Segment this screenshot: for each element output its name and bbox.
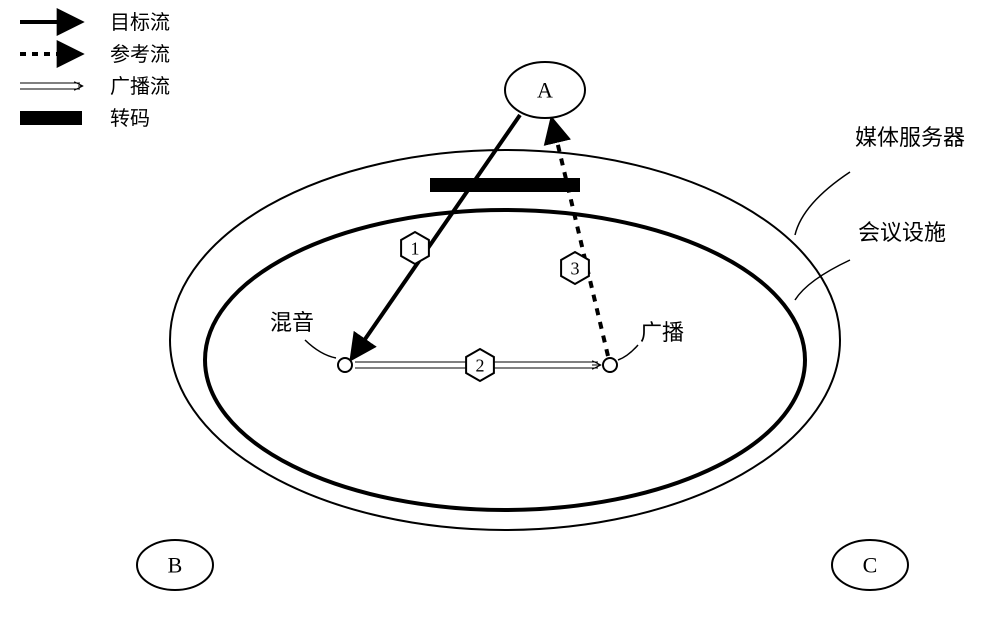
legend: 目标流参考流广播流转码 bbox=[20, 11, 170, 130]
diagram-canvas: 目标流参考流广播流转码 媒体服务器 会议设施 混音 广播 1 2 3 A B C bbox=[0, 0, 1000, 639]
node-a-label: A bbox=[537, 78, 553, 103]
mix-pointer bbox=[305, 340, 336, 358]
legend-item-broadcast: 广播流 bbox=[20, 75, 170, 98]
edge-1-target bbox=[352, 115, 520, 358]
media-server-ellipse bbox=[170, 150, 840, 530]
media-server-pointer bbox=[795, 172, 850, 235]
edge-label-3: 3 bbox=[561, 252, 589, 284]
legend-item-transcode: 转码 bbox=[20, 107, 150, 130]
broadcast-label: 广播 bbox=[640, 320, 684, 345]
legend-label-broadcast: 广播流 bbox=[110, 75, 170, 98]
edge-label-2: 2 bbox=[466, 349, 494, 381]
legend-item-reference: 参考流 bbox=[20, 43, 170, 66]
node-c-label: C bbox=[863, 553, 878, 578]
legend-label-transcode: 转码 bbox=[110, 107, 150, 130]
conference-facility-ellipse bbox=[205, 210, 805, 510]
edge-label-1: 1 bbox=[401, 232, 429, 264]
legend-item-target: 目标流 bbox=[20, 11, 170, 34]
legend-label-target: 目标流 bbox=[110, 11, 170, 34]
node-a: A bbox=[505, 62, 585, 118]
mix-label: 混音 bbox=[270, 310, 314, 335]
svg-text:2: 2 bbox=[476, 355, 485, 375]
node-b: B bbox=[137, 540, 213, 590]
legend-label-reference: 参考流 bbox=[110, 43, 170, 66]
broadcast-pointer bbox=[618, 345, 638, 360]
edge-labels: 1 2 3 bbox=[401, 232, 589, 381]
mix-node bbox=[338, 358, 352, 372]
node-b-label: B bbox=[168, 553, 183, 578]
svg-text:1: 1 bbox=[411, 238, 420, 258]
node-c: C bbox=[832, 540, 908, 590]
broadcast-node bbox=[603, 358, 617, 372]
conference-facility-label: 会议设施 bbox=[858, 220, 946, 245]
transcode-block bbox=[430, 178, 580, 192]
media-server-label: 媒体服务器 bbox=[855, 125, 965, 150]
svg-text:3: 3 bbox=[571, 258, 580, 278]
